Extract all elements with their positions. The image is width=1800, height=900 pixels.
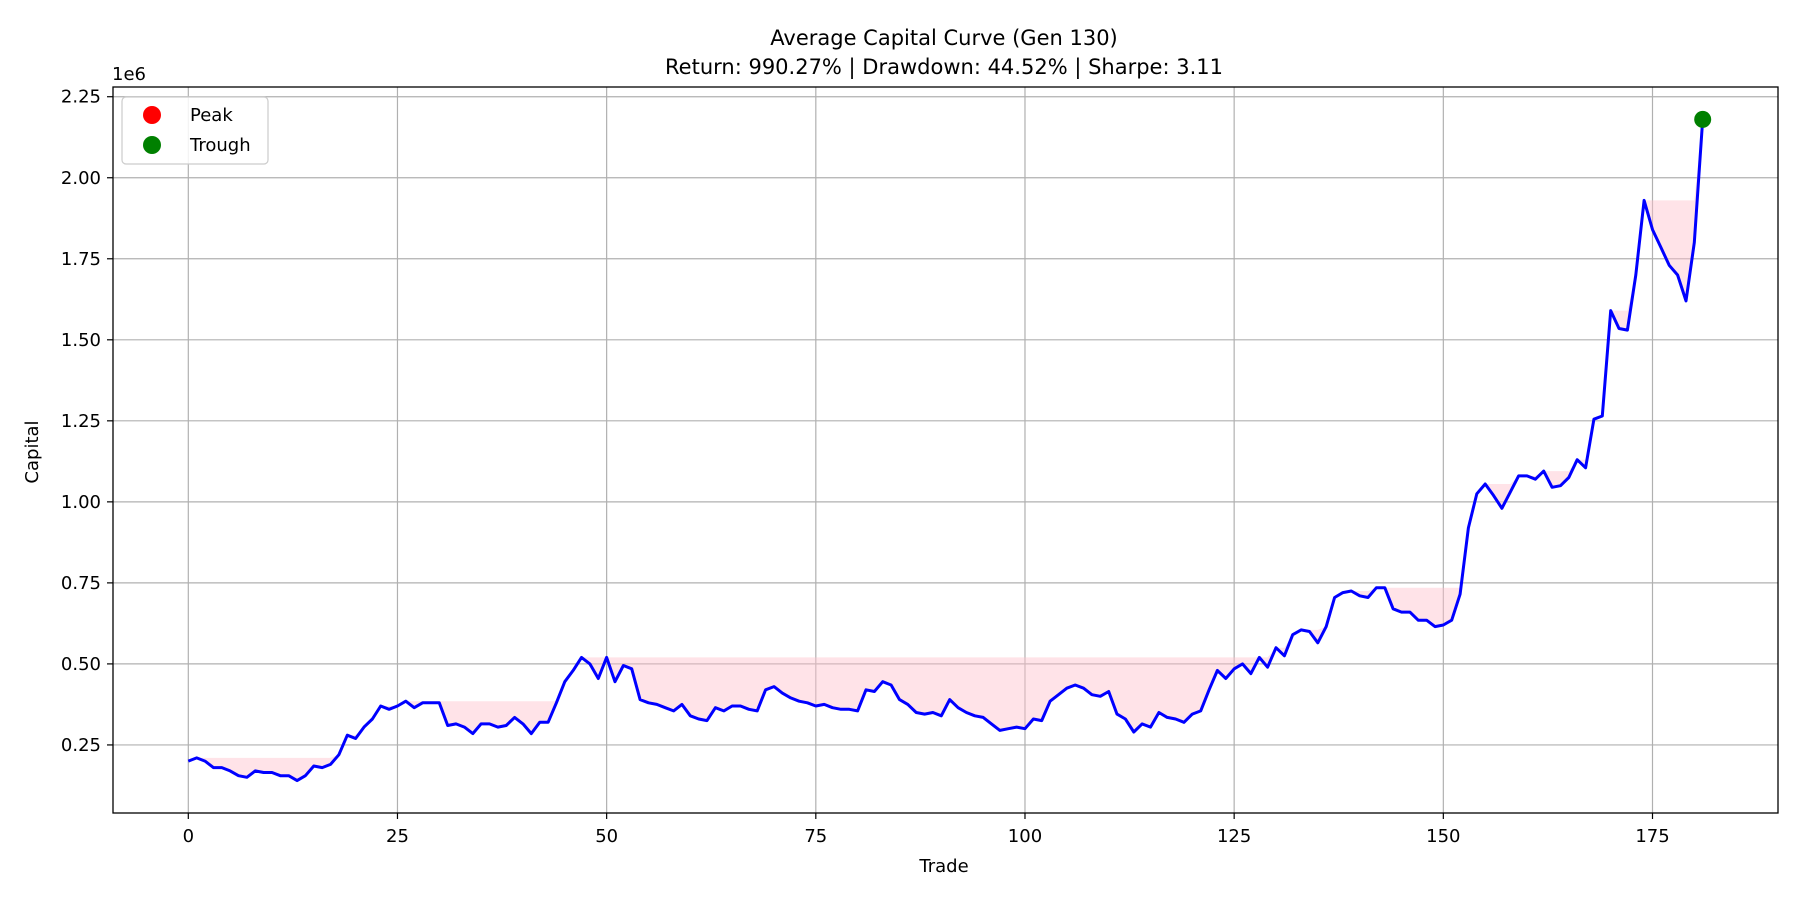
x-axis-ticks: 0 25 50 75 100 125 150 175 bbox=[183, 813, 1670, 847]
marker-group bbox=[1694, 110, 1712, 128]
legend-peak-marker bbox=[143, 106, 161, 124]
grid-lines bbox=[113, 87, 1778, 813]
legend-trough-label: Trough bbox=[189, 135, 251, 156]
plot-frame bbox=[112, 86, 1779, 814]
chart-title: Average Capital Curve (Gen 130) bbox=[770, 26, 1118, 50]
y-tick-label: 1.75 bbox=[61, 249, 101, 270]
capital-line bbox=[187, 119, 1705, 783]
legend-peak-label: Peak bbox=[190, 105, 233, 126]
y-tick-label: 1.25 bbox=[61, 411, 101, 432]
legend-trough-marker bbox=[143, 136, 161, 154]
y-scale-offset: 1e6 bbox=[112, 64, 146, 85]
x-tick-label: 50 bbox=[595, 826, 618, 847]
y-tick-label: 2.25 bbox=[61, 87, 101, 108]
legend: Peak Trough bbox=[121, 96, 269, 165]
x-tick-label: 0 bbox=[183, 826, 194, 847]
y-tick-label: 0.50 bbox=[61, 654, 101, 675]
y-tick-label: 1.50 bbox=[61, 330, 101, 351]
y-tick-label: 1.00 bbox=[61, 492, 101, 513]
y-tick-label: 0.25 bbox=[61, 735, 101, 756]
y-axis-label: Capital bbox=[22, 420, 43, 483]
x-tick-label: 125 bbox=[1217, 826, 1251, 847]
y-tick-label: 0.75 bbox=[61, 573, 101, 594]
x-axis-label: Trade bbox=[918, 856, 968, 877]
y-tick-label: 2.00 bbox=[61, 168, 101, 189]
x-tick-label: 150 bbox=[1426, 826, 1460, 847]
x-tick-label: 25 bbox=[386, 826, 409, 847]
x-tick-label: 175 bbox=[1635, 826, 1669, 847]
trough-marker bbox=[1694, 110, 1712, 128]
y-axis-ticks: 0.25 0.50 0.75 1.00 1.25 1.50 1.75 2.00 2.25 bbox=[61, 87, 113, 756]
x-tick-label: 100 bbox=[1008, 826, 1042, 847]
x-tick-label: 75 bbox=[804, 826, 827, 847]
chart-subtitle: Return: 990.27% | Drawdown: 44.52% | Sha… bbox=[665, 55, 1223, 80]
series-group bbox=[187, 119, 1705, 783]
